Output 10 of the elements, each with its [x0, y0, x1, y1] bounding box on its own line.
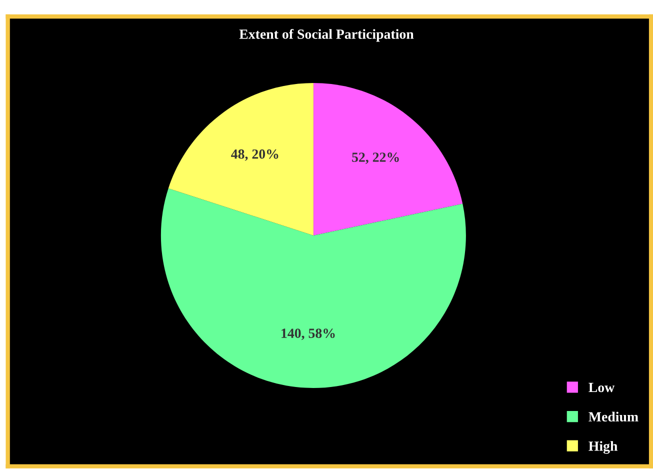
chart-title: Extent of Social Participation: [239, 28, 414, 42]
pie-slice: [168, 82, 314, 236]
data-label: 52, 22%: [352, 152, 399, 164]
data-label: 48, 20%: [231, 149, 278, 161]
data-label: 140, 58%: [282, 328, 335, 340]
legend-label: Medium: [588, 412, 638, 422]
pie-slice: [160, 188, 466, 388]
legend-label: High: [588, 441, 618, 454]
legend-label: Low: [588, 382, 615, 392]
pie-slice: [313, 82, 463, 236]
